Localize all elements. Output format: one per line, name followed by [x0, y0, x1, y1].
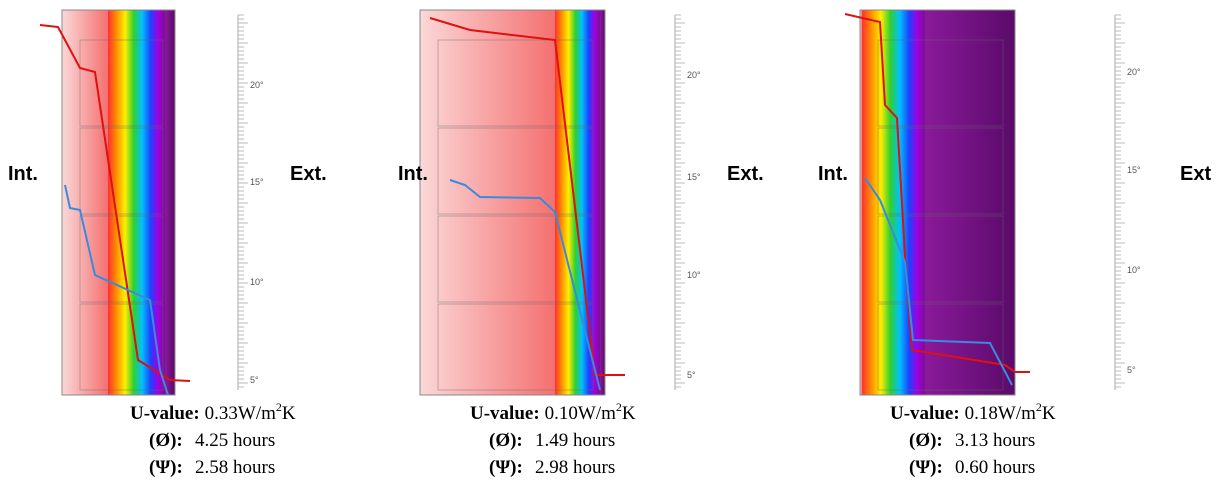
u-number: 0.18W/m	[965, 403, 1036, 424]
u-value: U-value: 0.33W/m2K	[130, 400, 296, 424]
exterior-label: Ext.	[727, 163, 764, 185]
scale-label: 5°	[250, 375, 259, 385]
u-tail: K	[1042, 403, 1056, 424]
phase-value: 1.49 hours	[535, 430, 615, 451]
wall-panel: 20° 15° 10° 5° Int. Ext. U-value: 0.10W/m2K (Ø):…	[398, 9, 764, 478]
scale-label: 5°	[1127, 365, 1136, 375]
scale-label: 15°	[687, 172, 701, 182]
temperature-gradient	[555, 10, 600, 395]
wall-outline	[61, 9, 176, 396]
scale-label: 15°	[250, 177, 264, 187]
wall-block	[877, 127, 1004, 215]
scale-label: 20°	[250, 80, 264, 90]
wall-interior	[860, 10, 862, 395]
u-value: U-value: 0.18W/m2K	[890, 400, 1056, 424]
wall-exterior	[925, 10, 1015, 395]
phase-label: (Ø):	[489, 430, 523, 451]
u-label: U-value:	[890, 403, 960, 424]
decrement-label: (Ψ):	[489, 457, 523, 478]
decrement-label: (Ψ):	[149, 457, 183, 478]
phase-value: 4.25 hours	[195, 430, 275, 451]
decrement-value: 2.98 hours	[535, 457, 615, 478]
decrement-label: (Ψ):	[909, 457, 943, 478]
interior-label: Int.	[818, 163, 848, 185]
wall-panel: 20° 15° 10° 5° Int. Ext. U-value: 0.33W/m2K (Ø):…	[8, 9, 327, 478]
u-tail: K	[622, 403, 636, 424]
interior-label: Int.	[8, 163, 38, 185]
u-label: U-value:	[130, 403, 200, 424]
scale-label: 15°	[1127, 165, 1141, 175]
scale-label: 10°	[1127, 265, 1141, 275]
wall-exterior	[165, 10, 175, 395]
decrement-value: 2.58 hours	[195, 457, 275, 478]
wall-block	[437, 127, 594, 215]
temperature-gradient	[108, 10, 165, 395]
wall-block	[79, 303, 164, 391]
temperature-line	[844, 13, 1030, 373]
dewpoint-line	[864, 177, 1013, 386]
u-value: U-value: 0.10W/m2K	[470, 400, 636, 424]
wall-block	[877, 303, 1004, 391]
scale-label: 20°	[687, 70, 701, 80]
dewpoint-line	[64, 184, 169, 396]
u-sup: 2	[276, 400, 282, 414]
u-sup: 2	[616, 400, 622, 414]
scale-label: 10°	[250, 277, 264, 287]
wall-block	[877, 215, 1004, 303]
interior-label: Int.	[398, 163, 428, 185]
exterior-label: Ext	[1180, 163, 1211, 185]
phase-label: (Ø):	[149, 430, 183, 451]
dewpoint-line	[449, 179, 601, 391]
wall-block	[877, 39, 1004, 127]
u-number: 0.10W/m	[545, 403, 616, 424]
decrement-value: 0.60 hours	[955, 457, 1035, 478]
u-tail: K	[282, 403, 296, 424]
wall-block	[79, 215, 164, 303]
wall-block	[79, 127, 164, 215]
phase-value: 3.13 hours	[955, 430, 1035, 451]
u-number: 0.33W/m	[205, 403, 276, 424]
wall-block	[437, 303, 594, 391]
wall-outline	[419, 9, 606, 396]
temperature-line	[429, 17, 625, 376]
wall-block	[437, 215, 594, 303]
phase-label: (Ø):	[909, 430, 943, 451]
wall-block	[437, 39, 594, 127]
scale-label: 20°	[1127, 67, 1141, 77]
temperature-line	[39, 24, 191, 382]
scale-label: 10°	[687, 270, 701, 280]
wall-interior	[420, 10, 555, 395]
u-sup: 2	[1036, 400, 1042, 414]
wall-outline	[859, 9, 1016, 396]
exterior-label: Ext.	[290, 163, 327, 185]
wall-block	[79, 39, 164, 127]
scale-label: 5°	[687, 370, 696, 380]
u-label: U-value:	[470, 403, 540, 424]
wall-exterior	[600, 10, 605, 395]
wall-panel: 20° 15° 10° 5° Int. Ext U-value: 0.18W/m2K (Ø): 3…	[818, 9, 1211, 478]
temperature-gradient	[862, 10, 925, 395]
